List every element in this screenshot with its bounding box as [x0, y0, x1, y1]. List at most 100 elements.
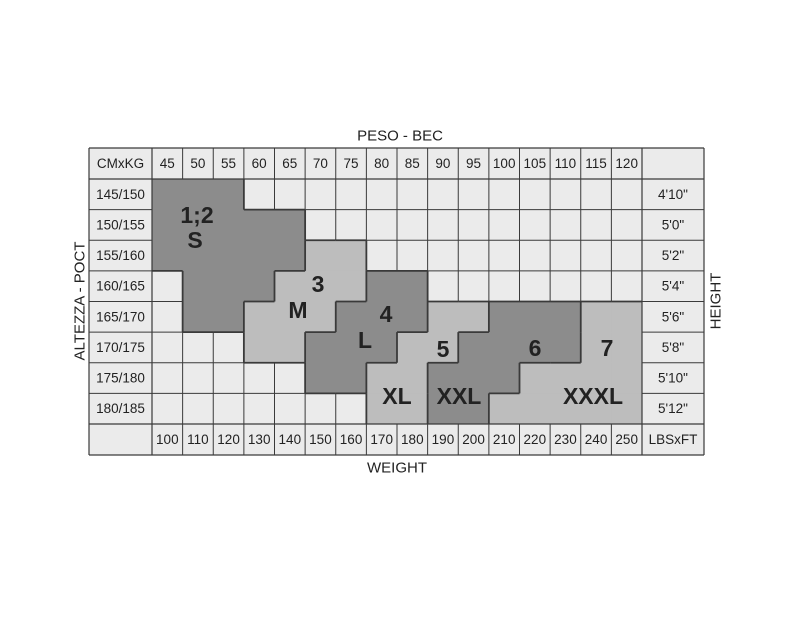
- size-cell-s: [243, 209, 275, 241]
- size-cell-s: [182, 240, 214, 272]
- size-cell-xl: [427, 301, 459, 333]
- ft-tick-label: 5'0": [662, 217, 685, 232]
- size-cell-xxl: [488, 301, 520, 333]
- size-cell-s: [243, 240, 275, 272]
- size-cell-xxl: [519, 301, 551, 333]
- size-cell-xxxl: [611, 301, 643, 333]
- lbs-tick-label: 160: [340, 432, 363, 447]
- size-cell-s: [274, 240, 306, 272]
- size-cell-xxxl: [519, 393, 551, 425]
- ft-tick-label: 5'2": [662, 248, 685, 263]
- cm-tick-label: 150/155: [96, 217, 145, 232]
- cm-tick-label: 145/150: [96, 187, 145, 202]
- size-number-label: 3: [312, 271, 325, 297]
- size-cell-s: [213, 179, 245, 211]
- size-cell-l: [366, 270, 398, 302]
- size-cell-s: [182, 270, 214, 302]
- kg-tick-label: 90: [435, 156, 450, 171]
- ft-tick-label: 4'10": [658, 187, 688, 202]
- size-letter-label: XL: [382, 383, 411, 409]
- size-cell-s: [274, 209, 306, 241]
- lbs-tick-label: 130: [248, 432, 271, 447]
- size-cell-xxxl: [550, 362, 582, 394]
- size-cell-xl: [397, 362, 429, 394]
- cm-tick-label: 170/175: [96, 340, 145, 355]
- size-cell-l: [335, 301, 367, 333]
- ft-tick-label: 5'4": [662, 279, 685, 294]
- size-cell-xxl: [427, 393, 459, 425]
- size-cell-l: [305, 362, 337, 394]
- lbs-tick-label: 210: [493, 432, 516, 447]
- ft-tick-label: 5'8": [662, 340, 685, 355]
- size-letter-label: XXL: [437, 383, 482, 409]
- size-cell-xl: [458, 301, 490, 333]
- lbs-tick-label: 110: [187, 432, 209, 447]
- size-cell-s: [213, 240, 245, 272]
- size-cell-xl: [366, 362, 398, 394]
- lbs-tick-label: 100: [156, 432, 179, 447]
- size-cell-m: [335, 240, 367, 272]
- kg-tick-label: 100: [493, 156, 516, 171]
- size-cell-s: [213, 270, 245, 302]
- size-cell-l: [397, 270, 429, 302]
- lbs-tick-label: 190: [432, 432, 455, 447]
- lbs-tick-label: 140: [279, 432, 302, 447]
- size-letter-label: M: [288, 297, 307, 323]
- lbs-tick-label: 170: [370, 432, 393, 447]
- kg-tick-label: 50: [190, 156, 205, 171]
- size-cell-s: [152, 240, 184, 272]
- size-cell-s: [152, 209, 184, 241]
- size-cell-xxxl: [611, 332, 643, 364]
- size-cell-xxl: [519, 332, 551, 364]
- left-axis-title: ALTEZZA - POCT: [72, 242, 89, 361]
- kg-tick-label: 120: [615, 156, 638, 171]
- size-number-label: 5: [437, 336, 450, 362]
- size-cell-l: [335, 362, 367, 394]
- size-cell-m: [305, 301, 337, 333]
- kg-tick-label: 55: [221, 156, 236, 171]
- size-cell-xxxl: [611, 393, 643, 425]
- size-letter-label: L: [358, 327, 372, 353]
- size-number-label: 7: [601, 335, 614, 361]
- size-cell-m: [243, 332, 275, 364]
- size-cell-m: [274, 332, 306, 364]
- lbs-tick-label: 200: [462, 432, 485, 447]
- kg-tick-label: 60: [252, 156, 267, 171]
- lbs-tick-label: 240: [585, 432, 608, 447]
- corner-label: LBSxFT: [649, 432, 698, 447]
- size-cell-xxl: [550, 301, 582, 333]
- size-cell-xxxl: [580, 393, 612, 425]
- cm-tick-label: 175/180: [96, 371, 145, 386]
- size-cell-xxxl: [580, 301, 612, 333]
- size-number-label: 4: [380, 301, 393, 327]
- size-cell-xl: [427, 332, 459, 364]
- lbs-tick-label: 120: [217, 432, 240, 447]
- size-cell-s: [182, 301, 214, 333]
- right-axis-title: HEIGHT: [708, 273, 725, 330]
- cm-tick-label: 165/170: [96, 309, 145, 324]
- size-cell-xl: [397, 393, 429, 425]
- ft-tick-label: 5'6": [662, 309, 685, 324]
- size-cell-xxl: [458, 362, 490, 394]
- size-number-label: 1;2: [180, 202, 213, 228]
- bottom-axis-title: WEIGHT: [367, 460, 427, 477]
- size-cell-xxxl: [519, 362, 551, 394]
- lbs-tick-label: 180: [401, 432, 424, 447]
- size-cell-xxxl: [550, 393, 582, 425]
- size-cell-m: [243, 301, 275, 333]
- kg-tick-label: 110: [555, 156, 577, 171]
- size-cell-xl: [397, 332, 429, 364]
- size-cell-xxl: [488, 362, 520, 394]
- kg-tick-label: 95: [466, 156, 481, 171]
- ft-tick-label: 5'10": [658, 371, 688, 386]
- size-cell-xxl: [458, 332, 490, 364]
- size-cell-xxl: [427, 362, 459, 394]
- cm-tick-label: 180/185: [96, 401, 145, 416]
- lbs-tick-label: 150: [309, 432, 332, 447]
- size-cell-s: [243, 270, 275, 302]
- size-cell-xxl: [550, 332, 582, 364]
- kg-tick-label: 65: [282, 156, 297, 171]
- size-cell-m: [335, 270, 367, 302]
- size-cell-l: [305, 332, 337, 364]
